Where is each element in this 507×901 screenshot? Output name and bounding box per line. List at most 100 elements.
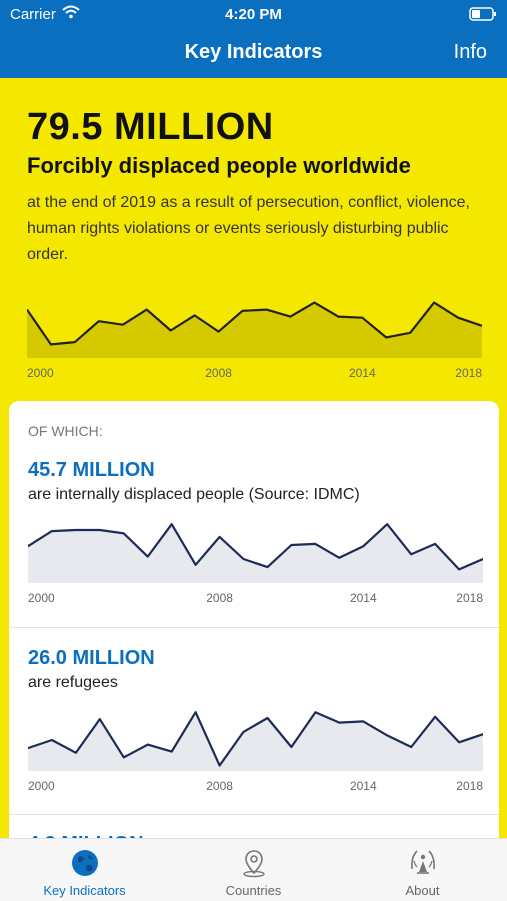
hero-sparkline-chart: 2000 2008 2014 2018 (27, 301, 482, 380)
data-point (28, 747, 29, 749)
data-point (218, 331, 220, 333)
data-point (458, 568, 460, 570)
map-pin-icon (238, 847, 270, 879)
unhcr-logo-icon (407, 847, 439, 879)
hero-panel: 79.5 MILLION Forcibly displaced people w… (0, 78, 507, 418)
status-bar: Carrier 4:20 PM (0, 0, 507, 30)
data-point (481, 325, 482, 327)
data-point (147, 744, 149, 746)
idp-sparkline-chart: 2000 2008 2014 2018 (28, 523, 483, 605)
data-point (195, 711, 197, 713)
divider (9, 814, 499, 815)
data-point (28, 545, 29, 547)
data-point (433, 302, 435, 304)
sparkline-line (27, 301, 482, 346)
data-point (362, 720, 364, 722)
data-point (171, 523, 173, 525)
refugees-value: 26.0 MILLION (28, 647, 155, 669)
x-tick-label: 2014 (350, 779, 377, 793)
tab-label: About (405, 883, 440, 898)
idp-value: 45.7 MILLION (28, 459, 155, 481)
data-point (147, 556, 149, 558)
data-point (361, 317, 363, 319)
data-point (146, 309, 148, 311)
data-point (482, 733, 483, 735)
data-point (313, 302, 315, 304)
carrier-label: Carrier (10, 6, 56, 23)
data-point (266, 717, 269, 719)
data-point (123, 532, 125, 534)
sparkline-area (28, 524, 483, 583)
data-point (338, 722, 340, 724)
data-point (337, 316, 339, 318)
hero-description: at the end of 2019 as a result of persec… (27, 194, 470, 263)
wifi-icon (62, 5, 80, 24)
x-tick-label: 2014 (350, 591, 377, 605)
data-point (314, 543, 316, 545)
x-tick-label: 2008 (205, 366, 232, 380)
data-point (99, 718, 101, 720)
hero-subtitle: Forcibly displaced people worldwide (27, 153, 411, 178)
data-point (482, 558, 483, 560)
tab-about[interactable]: About (338, 839, 507, 901)
tab-countries[interactable]: Countries (169, 839, 338, 901)
data-point (314, 711, 316, 713)
data-point (386, 523, 388, 525)
data-point (195, 564, 197, 566)
data-point (219, 764, 221, 767)
battery-icon (469, 7, 497, 26)
data-point (75, 752, 77, 754)
data-point (434, 716, 436, 718)
data-point (74, 341, 76, 343)
data-point (458, 741, 460, 743)
sparkline-area (28, 712, 483, 771)
data-point (99, 529, 101, 531)
breakdown-card: OF WHICH: 45.7 MILLION are internally di… (9, 401, 499, 901)
data-point (170, 329, 172, 332)
x-tick-label: 2008 (206, 591, 233, 605)
data-point (386, 734, 388, 736)
data-point (241, 310, 244, 312)
data-point (457, 317, 459, 319)
data-point (51, 530, 53, 532)
x-tick-label: 2014 (349, 366, 376, 380)
x-tick-label: 2000 (27, 366, 54, 380)
x-tick-label: 2008 (206, 779, 233, 793)
x-tick-label: 2000 (28, 591, 55, 605)
data-point (385, 336, 387, 338)
page-title: Key Indicators (184, 41, 323, 63)
data-point (242, 558, 245, 560)
sparkline-area (27, 302, 482, 358)
data-point (27, 309, 28, 311)
of-which-label: OF WHICH: (28, 423, 103, 439)
info-button[interactable]: Info (453, 41, 487, 63)
data-point (290, 544, 292, 546)
refugees-sparkline-chart: 2000 2008 2014 2018 (28, 711, 483, 793)
globe-icon (69, 847, 101, 879)
refugees-label: are refugees (28, 674, 118, 691)
data-point (409, 332, 411, 334)
data-point (265, 309, 268, 311)
data-point (266, 566, 269, 568)
tab-label: Countries (225, 883, 282, 898)
navigation-bar: Key Indicators Info (0, 30, 507, 78)
hero-total-value: 79.5 MILLION (27, 106, 274, 148)
idp-label: are internally displaced people (Source:… (28, 486, 360, 503)
data-point (122, 324, 124, 326)
data-point (290, 746, 292, 748)
data-point (194, 314, 196, 316)
sparkline-line (28, 711, 483, 767)
x-tick-label: 2018 (456, 779, 483, 793)
divider (9, 627, 499, 628)
x-tick-label: 2018 (455, 366, 482, 380)
data-point (338, 557, 340, 559)
data-point (51, 739, 53, 741)
data-point (123, 756, 125, 758)
tab-bar: Key Indicators Countries About (0, 838, 507, 901)
data-point (289, 316, 291, 318)
data-point (434, 543, 436, 545)
data-point (171, 751, 173, 753)
tab-key-indicators[interactable]: Key Indicators (0, 839, 169, 901)
status-time: 4:20 PM (225, 6, 282, 23)
x-tick-label: 2000 (28, 779, 55, 793)
